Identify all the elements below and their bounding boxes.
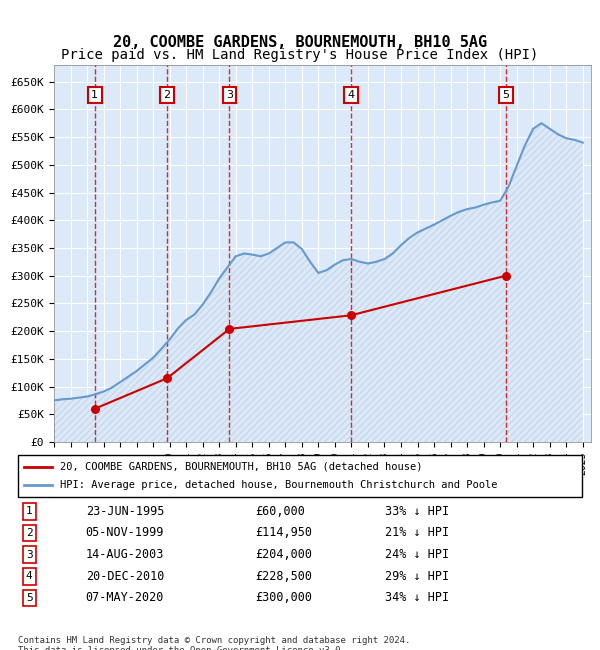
- Point: [224, 324, 234, 334]
- Text: 3: 3: [26, 550, 32, 560]
- Text: 4: 4: [347, 90, 355, 100]
- Text: Price paid vs. HM Land Registry's House Price Index (HPI): Price paid vs. HM Land Registry's House …: [61, 48, 539, 62]
- Text: 2: 2: [26, 528, 32, 538]
- Text: 1: 1: [91, 90, 98, 100]
- Text: 20, COOMBE GARDENS, BOURNEMOUTH, BH10 5AG: 20, COOMBE GARDENS, BOURNEMOUTH, BH10 5A…: [113, 34, 487, 50]
- Point: [346, 310, 356, 320]
- Text: 24% ↓ HPI: 24% ↓ HPI: [385, 548, 449, 561]
- Text: 33% ↓ HPI: 33% ↓ HPI: [385, 505, 449, 518]
- Text: £114,950: £114,950: [255, 526, 312, 539]
- Text: 14-AUG-2003: 14-AUG-2003: [86, 548, 164, 561]
- Text: £204,000: £204,000: [255, 548, 312, 561]
- Text: £228,500: £228,500: [255, 570, 312, 583]
- Text: 23-JUN-1995: 23-JUN-1995: [86, 505, 164, 518]
- Text: 3: 3: [226, 90, 233, 100]
- Text: 21% ↓ HPI: 21% ↓ HPI: [385, 526, 449, 539]
- Text: HPI: Average price, detached house, Bournemouth Christchurch and Poole: HPI: Average price, detached house, Bour…: [60, 480, 498, 489]
- Text: 5: 5: [502, 90, 509, 100]
- Text: 4: 4: [26, 571, 32, 581]
- Point: [90, 404, 100, 414]
- Text: 20-DEC-2010: 20-DEC-2010: [86, 570, 164, 583]
- Text: 20, COOMBE GARDENS, BOURNEMOUTH, BH10 5AG (detached house): 20, COOMBE GARDENS, BOURNEMOUTH, BH10 5A…: [60, 462, 423, 472]
- Point: [162, 373, 172, 384]
- Text: 05-NOV-1999: 05-NOV-1999: [86, 526, 164, 539]
- Point: [501, 270, 511, 281]
- Text: £300,000: £300,000: [255, 592, 312, 604]
- Text: 34% ↓ HPI: 34% ↓ HPI: [385, 592, 449, 604]
- FancyBboxPatch shape: [18, 455, 582, 497]
- Text: £60,000: £60,000: [255, 505, 305, 518]
- Text: Contains HM Land Registry data © Crown copyright and database right 2024.
This d: Contains HM Land Registry data © Crown c…: [18, 636, 410, 650]
- Text: 29% ↓ HPI: 29% ↓ HPI: [385, 570, 449, 583]
- Text: 2: 2: [163, 90, 170, 100]
- Text: 5: 5: [26, 593, 32, 603]
- Text: 07-MAY-2020: 07-MAY-2020: [86, 592, 164, 604]
- Text: 1: 1: [26, 506, 32, 516]
